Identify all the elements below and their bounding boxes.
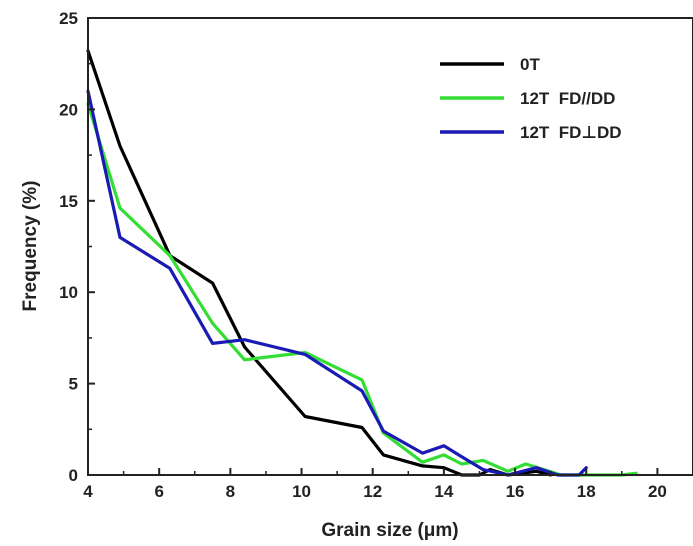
y-tick-label: 15 (59, 192, 78, 211)
x-tick-label: 8 (226, 482, 235, 501)
x-tick-label: 20 (648, 482, 667, 501)
legend: 0T 12T FD//DD 12T FD⊥DD (440, 55, 622, 142)
y-tick-label: 20 (59, 100, 78, 119)
y-tick-label: 10 (59, 283, 78, 302)
series-line-1 (86, 102, 638, 477)
legend-label-0: 0T (520, 55, 540, 74)
series-line-0 (86, 49, 553, 477)
plot-frame (87, 17, 693, 476)
x-tick-label: 12 (363, 482, 382, 501)
y-axis-title: Frequency (%) (20, 181, 41, 312)
series-layer (86, 49, 638, 477)
legend-label-2: 12T FD⊥DD (520, 123, 622, 142)
legend-label-1: 12T FD//DD (520, 89, 615, 108)
y-tick-label: 5 (69, 375, 78, 394)
x-tick-label: 14 (434, 482, 453, 501)
y-tick-label: 0 (69, 466, 78, 485)
x-axis-title: Grain size (μm) (321, 520, 458, 541)
axes-layer: 4 6 8 10 12 14 16 18 20 0 5 10 15 20 25 (59, 9, 667, 501)
x-tick-label: 18 (577, 482, 596, 501)
y-tick-label: 25 (59, 9, 78, 28)
x-tick-label: 16 (506, 482, 525, 501)
x-tick-label: 4 (83, 482, 93, 501)
x-tick-label: 10 (292, 482, 311, 501)
series-line-2 (86, 89, 588, 477)
x-tick-label: 6 (154, 482, 163, 501)
